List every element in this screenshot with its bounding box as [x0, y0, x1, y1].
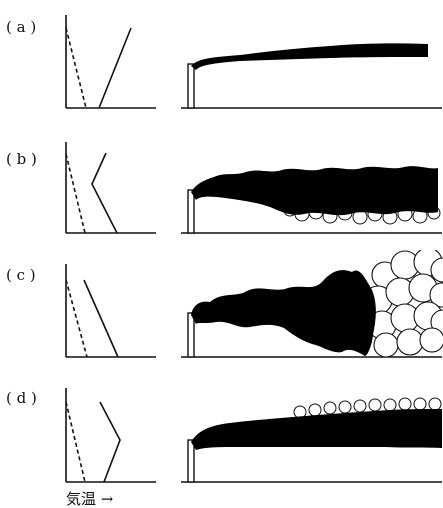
temperature-profile-line: [99, 401, 121, 483]
panel-d: ( d ): [6, 388, 442, 483]
white-cloud-above: [293, 397, 442, 419]
x-axis-label: 気温 →: [66, 490, 114, 508]
temperature-profile-line: [83, 279, 119, 358]
panel-c: ( c ): [6, 250, 443, 358]
smokestack: [187, 439, 195, 483]
white-cloud-downwind: [366, 250, 443, 358]
profile-c: [65, 264, 156, 358]
smoke-plume-fanning: [191, 43, 428, 70]
smokestack: [187, 312, 195, 358]
adiabatic-lapse-line: [65, 279, 88, 358]
panel-a: ( a ): [6, 15, 442, 109]
panel-label-c: ( c ): [6, 266, 36, 284]
smoke-plume-looping: [191, 270, 376, 356]
adiabatic-lapse-line: [65, 27, 87, 109]
smokestack: [187, 189, 195, 234]
temperature-profile-line: [98, 27, 132, 109]
panel-label-a: ( a ): [6, 18, 36, 36]
profile-b: [65, 142, 156, 234]
smokestack: [187, 63, 195, 109]
temperature-profile-line: [91, 152, 118, 234]
panel-label-d: ( d ): [6, 389, 37, 407]
smoke-plume-lofting: [191, 409, 442, 450]
adiabatic-lapse-line: [65, 153, 86, 234]
panel-b: ( b ): [6, 142, 442, 234]
panel-label-b: ( b ): [6, 150, 37, 168]
adiabatic-lapse-line: [65, 401, 86, 483]
profile-a: [65, 15, 156, 109]
smoke-plume-fumigation: [191, 166, 438, 216]
profile-d: [65, 388, 156, 483]
